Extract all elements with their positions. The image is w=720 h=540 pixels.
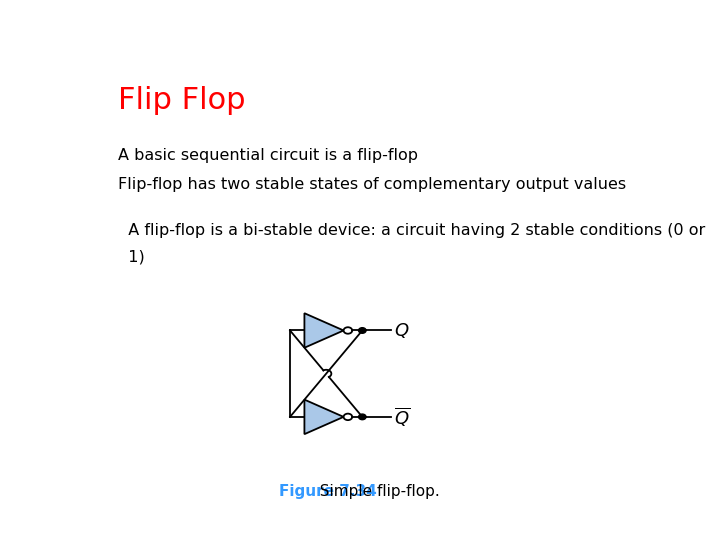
Circle shape <box>359 414 366 420</box>
Circle shape <box>359 328 366 333</box>
Text: Simple flip-flop.: Simple flip-flop. <box>310 484 440 499</box>
Text: 1): 1) <box>118 250 145 265</box>
Text: A flip-flop is a bi-stable device: a circuit having 2 stable conditions (0 or: A flip-flop is a bi-stable device: a cir… <box>118 223 705 238</box>
Polygon shape <box>305 313 343 348</box>
Text: $\overline{Q}$: $\overline{Q}$ <box>394 406 410 428</box>
Text: Figure 7.34: Figure 7.34 <box>279 484 377 499</box>
Text: Flip Flop: Flip Flop <box>118 85 246 114</box>
Polygon shape <box>305 400 343 434</box>
Circle shape <box>343 414 352 420</box>
Circle shape <box>343 327 352 334</box>
Text: A basic sequential circuit is a flip-flop: A basic sequential circuit is a flip-flo… <box>118 148 418 163</box>
Text: Flip-flop has two stable states of complementary output values: Flip-flop has two stable states of compl… <box>118 177 626 192</box>
Text: $Q$: $Q$ <box>394 321 410 340</box>
